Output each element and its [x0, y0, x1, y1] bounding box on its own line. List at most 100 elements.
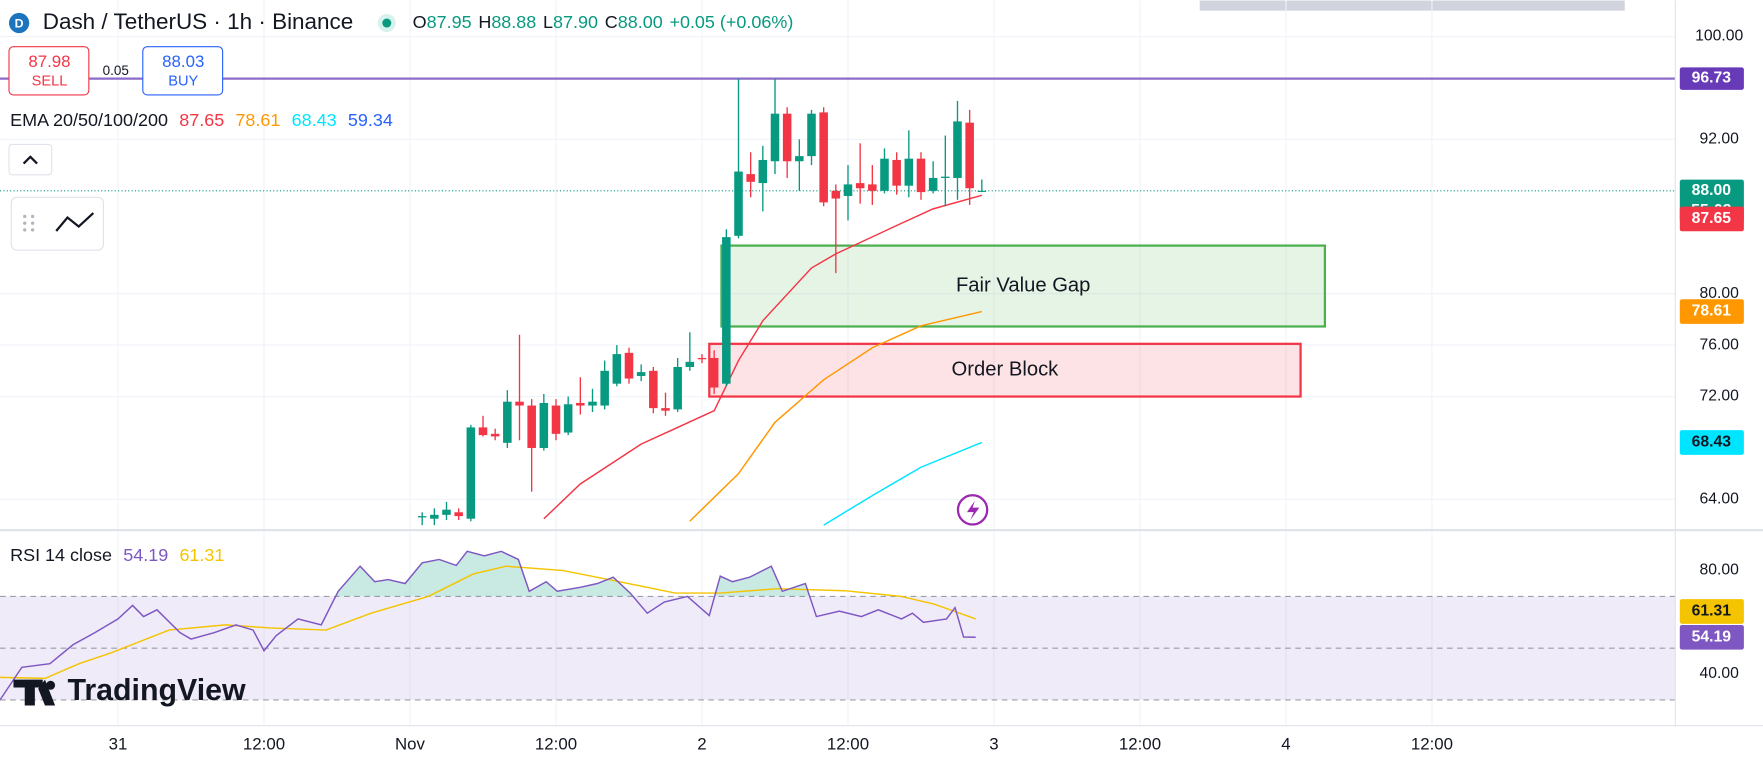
spread: 0.05	[103, 63, 129, 78]
buy-price: 88.03	[162, 52, 204, 71]
symbol-title: Dash / TetherUS · 1h · Binance	[43, 9, 354, 34]
top-toolbar[interactable]	[1199, 0, 1625, 11]
candle-body	[636, 372, 646, 376]
grid	[0, 0, 1676, 726]
ohlc-value: 87.95	[427, 12, 472, 32]
price-badge-label: 61.31	[1692, 603, 1732, 620]
zone-label: Order Block	[952, 359, 1060, 381]
candle-body	[673, 366, 682, 410]
zone	[708, 342, 1302, 398]
candle-body	[685, 361, 695, 367]
event-icon	[966, 500, 980, 520]
price-badge-label: 78.61	[1692, 303, 1732, 320]
buy-label: BUY	[168, 73, 198, 89]
sell-price: 87.98	[28, 52, 70, 71]
ema-value: 59.34	[348, 110, 393, 130]
rsi-tick-label: 80.00	[1699, 562, 1739, 579]
candle-body	[795, 156, 804, 162]
candle-body	[442, 509, 451, 515]
y-tick-label: 92.00	[1699, 131, 1739, 148]
collapse-icon	[22, 155, 38, 165]
sell-button[interactable]	[8, 46, 90, 96]
drag-handle	[23, 214, 35, 232]
symbol-logo	[8, 12, 30, 34]
price-pane: Fair Value Gap Order Block	[0, 77, 1676, 526]
brand-name: TradingView	[67, 674, 246, 707]
candle-body	[576, 402, 585, 406]
collapse-button[interactable]	[8, 143, 53, 176]
candle-body	[916, 158, 926, 193]
brand-logo	[13, 679, 56, 706]
candle-body	[904, 158, 914, 186]
rsi-overbought-fill	[0, 551, 976, 597]
candle-body	[551, 405, 561, 434]
candle-body	[880, 158, 889, 191]
candle-body	[697, 357, 707, 360]
candle-body	[977, 190, 987, 192]
ema-value: 78.61	[235, 110, 280, 130]
ema-legend: EMA 20/50/100/200 87.65 78.61 68.43 59.34	[10, 110, 393, 130]
price-badge-label: 88.00	[1692, 182, 1732, 199]
ema-value: 87.65	[179, 110, 224, 130]
price-badge-label: 54.19	[1692, 628, 1732, 645]
candle-body	[539, 402, 549, 448]
rsi-line	[0, 550, 976, 701]
trend-line-tool[interactable]	[55, 212, 95, 232]
candle-body	[928, 177, 938, 191]
rsi-tick-label: 40.00	[1699, 665, 1739, 682]
candle-body	[466, 427, 476, 519]
candle-body	[807, 113, 816, 157]
zone-label: Fair Value Gap	[956, 274, 1090, 296]
y-tick-label: 72.00	[1699, 388, 1739, 405]
price-badge	[1679, 624, 1744, 650]
x-tick-label: Nov	[395, 734, 426, 753]
change: +0.05 (+0.06%)	[669, 12, 793, 32]
ohlc-value: 88.00	[618, 12, 663, 32]
ohlc-key: C	[605, 12, 618, 32]
price-badge	[1679, 299, 1744, 324]
price-badge-label: 96.73	[1692, 70, 1732, 87]
buy-button[interactable]	[142, 46, 224, 96]
x-tick-label: 3	[989, 734, 998, 753]
ema-line	[543, 194, 982, 520]
x-tick-label: 4	[1281, 734, 1290, 753]
symbol-logo-mark: D	[15, 16, 24, 30]
candle-body	[515, 401, 524, 406]
candle-body	[843, 184, 853, 196]
price-badge	[1679, 599, 1744, 624]
rsi-value: 54.19	[123, 545, 168, 565]
rsi-name: RSI 14 close	[10, 545, 112, 565]
ohlc-key: H	[478, 12, 491, 32]
candle-body	[430, 514, 439, 519]
candle-body	[965, 122, 974, 189]
x-tick-label: 12:00	[1411, 734, 1453, 753]
candle-body	[417, 516, 427, 518]
x-tick-label: 2	[697, 734, 706, 753]
candle-body	[661, 408, 670, 411]
candle-body	[503, 401, 512, 443]
x-tick-label: 12:00	[243, 734, 285, 753]
ema-value: 68.43	[292, 110, 337, 130]
candle-body	[478, 427, 488, 436]
rsi-line	[0, 565, 976, 680]
axes: 100.00 92.00 80.00 76.00 72.00 64.00 31 12:00 No…	[109, 28, 1744, 753]
rsi-pane	[0, 550, 1676, 701]
candle-body	[770, 113, 780, 162]
market-status-dot	[382, 18, 392, 28]
x-tick-label: 12:00	[827, 734, 869, 753]
drawing-toolbar[interactable]	[10, 196, 105, 251]
zone	[720, 244, 1327, 328]
x-tick-label: 12:00	[535, 734, 577, 753]
ohlc-key: L	[543, 12, 553, 32]
candle-body	[855, 183, 865, 189]
price-badge-label: 87.65	[1692, 210, 1732, 227]
price-badge	[1679, 430, 1744, 455]
candle-body	[600, 370, 609, 406]
rsi-legend: RSI 14 close 54.19 61.31	[10, 545, 224, 565]
candle-body	[527, 405, 536, 448]
candle-body	[758, 159, 768, 184]
candle-body	[953, 121, 962, 178]
ema-line	[689, 310, 982, 522]
